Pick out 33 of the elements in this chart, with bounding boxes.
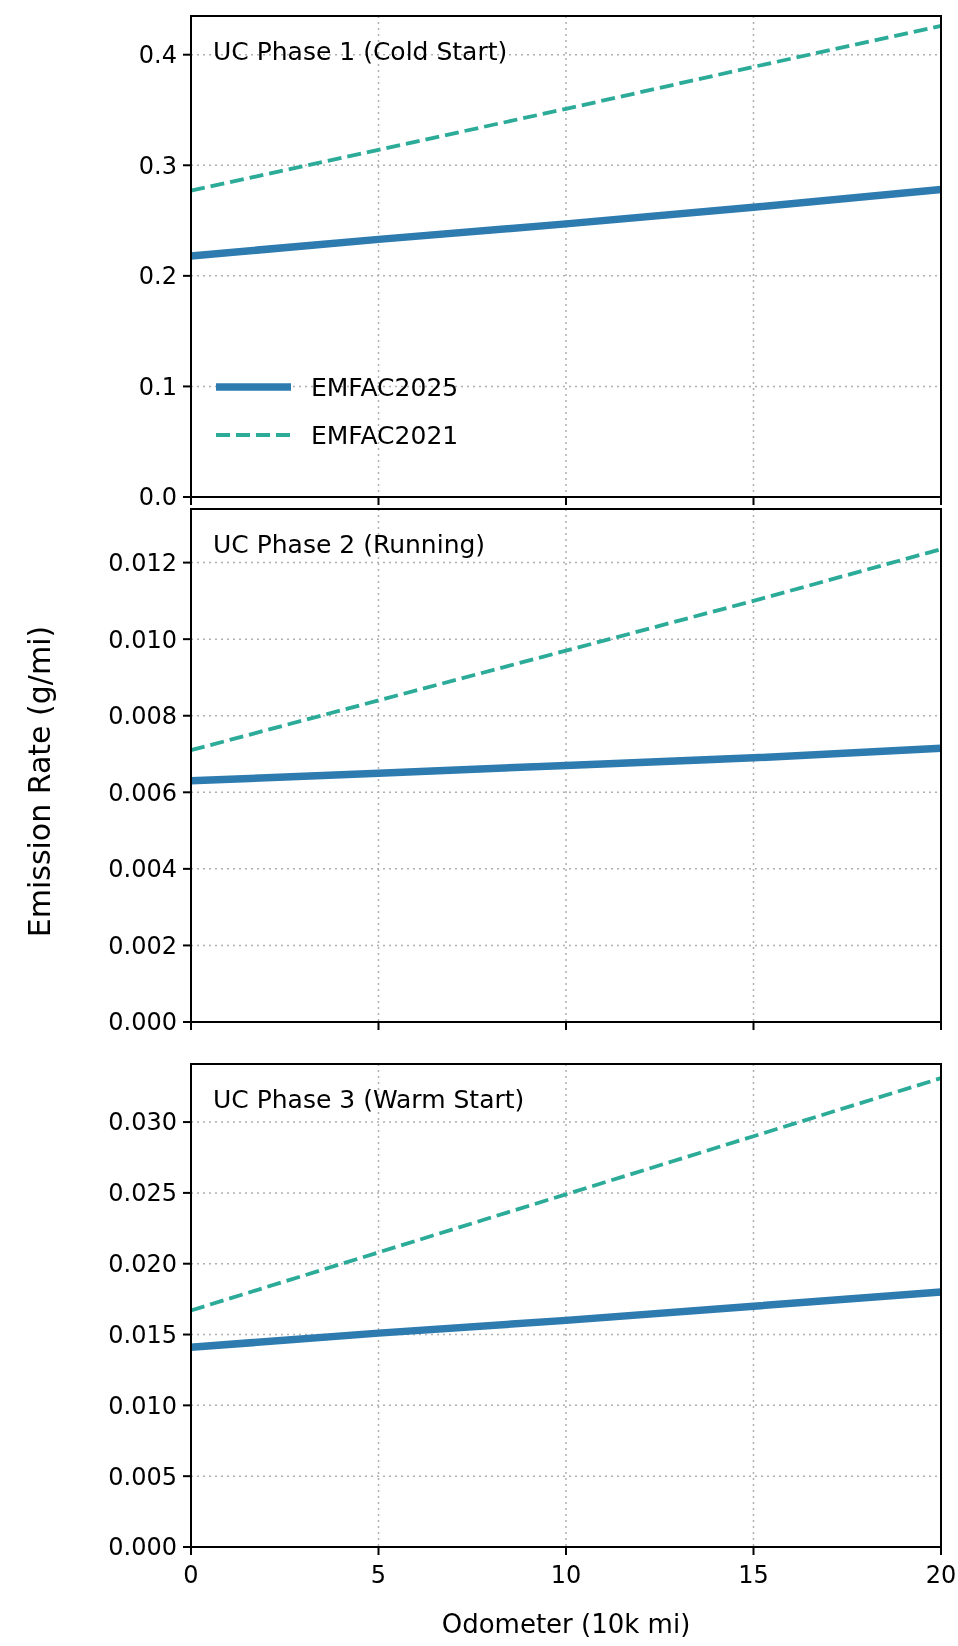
x-tick-label: 15 [738, 1561, 769, 1589]
line-series [189, 24, 943, 193]
y-tick-label: 0.010 [108, 1391, 177, 1420]
y-tick-label: 0.000 [108, 1008, 177, 1037]
y-tick-label: 0.2 [138, 262, 177, 291]
y-tick-label: 0.012 [108, 549, 177, 577]
y-tick-label: 0.0 [138, 483, 177, 512]
y-tick-label: 0.3 [138, 151, 177, 180]
y-tick-label: 0.005 [108, 1462, 177, 1491]
y-tick-label: 0.1 [138, 372, 177, 401]
x-axis-title: Odometer (10k mi) [441, 1609, 691, 1639]
text: UC Phase 1 (Cold Start) [213, 37, 508, 66]
y-tick-label: 0.002 [108, 931, 177, 960]
legend-label: EMFAC2025 [311, 372, 459, 402]
legend-label: EMFAC2021 [311, 420, 459, 450]
y-tick-label: 0.008 [108, 702, 177, 731]
y-axis-title: Emission Rate (g/mi) [22, 625, 57, 938]
text: UC Phase 3 (Warm Start) [213, 1085, 525, 1114]
y-tick-label: 0.010 [108, 625, 177, 654]
line-series [189, 1076, 943, 1313]
text: UC Phase 2 (Running) [213, 530, 486, 559]
x-tick-label: 20 [925, 1561, 957, 1589]
y-tick-label: 0.015 [108, 1320, 177, 1349]
y-tick-label: 0.025 [108, 1179, 177, 1208]
y-tick-label: 0.006 [108, 778, 177, 807]
y-tick-label: 0.000 [108, 1533, 177, 1562]
x-tick-label: 5 [370, 1561, 387, 1589]
y-tick-label: 0.020 [108, 1250, 177, 1279]
y-tick-label: 0.4 [138, 41, 177, 70]
y-tick-label: 0.004 [108, 855, 177, 884]
y-tick-label: 0.030 [108, 1108, 177, 1137]
x-tick-label: 0 [183, 1561, 199, 1589]
x-tick-label: 10 [550, 1561, 582, 1589]
